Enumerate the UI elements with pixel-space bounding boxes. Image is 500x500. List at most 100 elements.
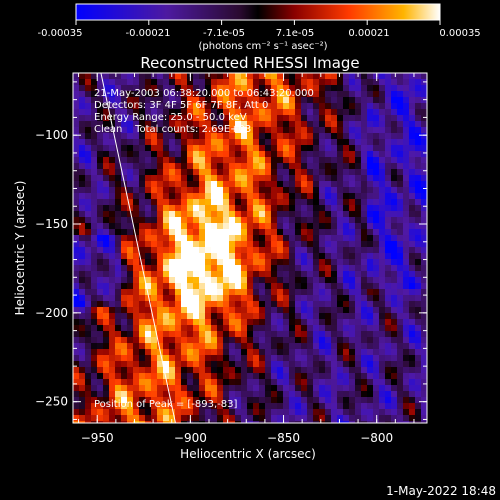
heatmap-cell bbox=[151, 409, 157, 415]
solar-limb-line bbox=[100, 73, 176, 423]
heatmap-cell bbox=[415, 133, 421, 139]
heatmap-cell bbox=[301, 235, 307, 241]
heatmap-cell bbox=[415, 193, 421, 199]
heatmap-cell bbox=[337, 295, 343, 301]
heatmap-cell bbox=[151, 211, 157, 217]
heatmap-cell bbox=[361, 241, 367, 247]
heatmap-cell bbox=[199, 415, 205, 421]
heatmap-cell bbox=[337, 409, 343, 415]
heatmap-cell bbox=[409, 385, 415, 391]
heatmap-cell bbox=[277, 325, 283, 331]
heatmap-cell bbox=[181, 343, 187, 349]
heatmap-cell bbox=[229, 319, 235, 325]
heatmap-cell bbox=[373, 79, 379, 85]
heatmap-cell bbox=[169, 175, 175, 181]
heatmap-cell bbox=[103, 151, 109, 157]
heatmap-cell bbox=[307, 421, 313, 423]
heatmap-cell bbox=[181, 409, 187, 415]
heatmap-cell bbox=[199, 295, 205, 301]
heatmap-cell bbox=[331, 259, 337, 265]
heatmap-cell bbox=[91, 175, 97, 181]
heatmap-cell bbox=[295, 121, 301, 127]
heatmap-cell bbox=[133, 355, 139, 361]
heatmap-cell bbox=[103, 385, 109, 391]
heatmap-cell bbox=[193, 385, 199, 391]
heatmap-cell bbox=[367, 139, 373, 145]
heatmap-cell bbox=[235, 217, 241, 223]
heatmap-cell bbox=[91, 355, 97, 361]
heatmap-cell bbox=[133, 241, 139, 247]
heatmap-cell bbox=[127, 145, 133, 151]
heatmap-cell bbox=[223, 319, 229, 325]
heatmap-cell bbox=[79, 421, 85, 423]
heatmap-cell bbox=[211, 157, 217, 163]
heatmap-cell bbox=[241, 379, 247, 385]
heatmap-cell bbox=[349, 319, 355, 325]
heatmap-cell bbox=[379, 319, 385, 325]
heatmap-cell bbox=[259, 91, 265, 97]
heatmap-cell bbox=[121, 361, 127, 367]
heatmap-cell bbox=[199, 121, 205, 127]
heatmap-cell bbox=[403, 241, 409, 247]
heatmap-cell bbox=[91, 301, 97, 307]
heatmap-cell bbox=[289, 367, 295, 373]
heatmap-cell bbox=[397, 199, 403, 205]
heatmap-cell bbox=[271, 265, 277, 271]
heatmap-cell bbox=[409, 373, 415, 379]
heatmap-cell bbox=[385, 355, 391, 361]
heatmap-cell bbox=[175, 103, 181, 109]
heatmap-cell bbox=[193, 247, 199, 253]
heatmap-cell bbox=[415, 349, 421, 355]
heatmap-cell bbox=[103, 199, 109, 205]
heatmap-cell bbox=[397, 85, 403, 91]
heatmap-cell bbox=[349, 121, 355, 127]
heatmap-cell bbox=[265, 355, 271, 361]
heatmap-cell bbox=[283, 91, 289, 97]
heatmap-cell bbox=[169, 343, 175, 349]
heatmap-cell bbox=[85, 421, 91, 423]
heatmap-cell bbox=[421, 289, 427, 295]
heatmap-cell bbox=[175, 151, 181, 157]
heatmap-cell bbox=[397, 127, 403, 133]
heatmap-cell bbox=[373, 109, 379, 115]
heatmap-cell bbox=[151, 109, 157, 115]
heatmap-cell bbox=[343, 421, 349, 423]
heatmap-cell bbox=[121, 235, 127, 241]
heatmap-cell bbox=[91, 139, 97, 145]
heatmap-cell bbox=[367, 307, 373, 313]
heatmap-cell bbox=[295, 223, 301, 229]
heatmap-cell bbox=[157, 253, 163, 259]
heatmap-cell bbox=[169, 91, 175, 97]
heatmap-cell bbox=[91, 145, 97, 151]
heatmap-cell bbox=[403, 79, 409, 85]
heatmap-cell bbox=[187, 283, 193, 289]
heatmap-cell bbox=[199, 355, 205, 361]
heatmap-cell bbox=[115, 235, 121, 241]
heatmap-cell bbox=[295, 379, 301, 385]
heatmap-cell bbox=[211, 139, 217, 145]
heatmap-cell bbox=[139, 271, 145, 277]
heatmap-cell bbox=[361, 391, 367, 397]
heatmap-cell bbox=[421, 241, 427, 247]
heatmap-cell bbox=[169, 385, 175, 391]
heatmap-cell bbox=[169, 313, 175, 319]
heatmap-cell bbox=[247, 367, 253, 373]
heatmap-cell bbox=[271, 115, 277, 121]
heatmap-cell bbox=[229, 103, 235, 109]
heatmap-cell bbox=[361, 145, 367, 151]
heatmap-cell bbox=[241, 103, 247, 109]
heatmap-cell bbox=[73, 331, 79, 337]
heatmap-cell bbox=[181, 313, 187, 319]
heatmap-cell bbox=[157, 397, 163, 403]
heatmap-cell bbox=[301, 355, 307, 361]
heatmap-cell bbox=[271, 391, 277, 397]
heatmap-cell bbox=[331, 331, 337, 337]
heatmap-cell bbox=[241, 241, 247, 247]
heatmap-cell bbox=[91, 217, 97, 223]
heatmap-cell bbox=[289, 331, 295, 337]
heatmap-cell bbox=[391, 253, 397, 259]
heatmap-cell bbox=[187, 85, 193, 91]
heatmap-cell bbox=[331, 139, 337, 145]
heatmap-cell bbox=[361, 181, 367, 187]
heatmap-cell bbox=[259, 247, 265, 253]
